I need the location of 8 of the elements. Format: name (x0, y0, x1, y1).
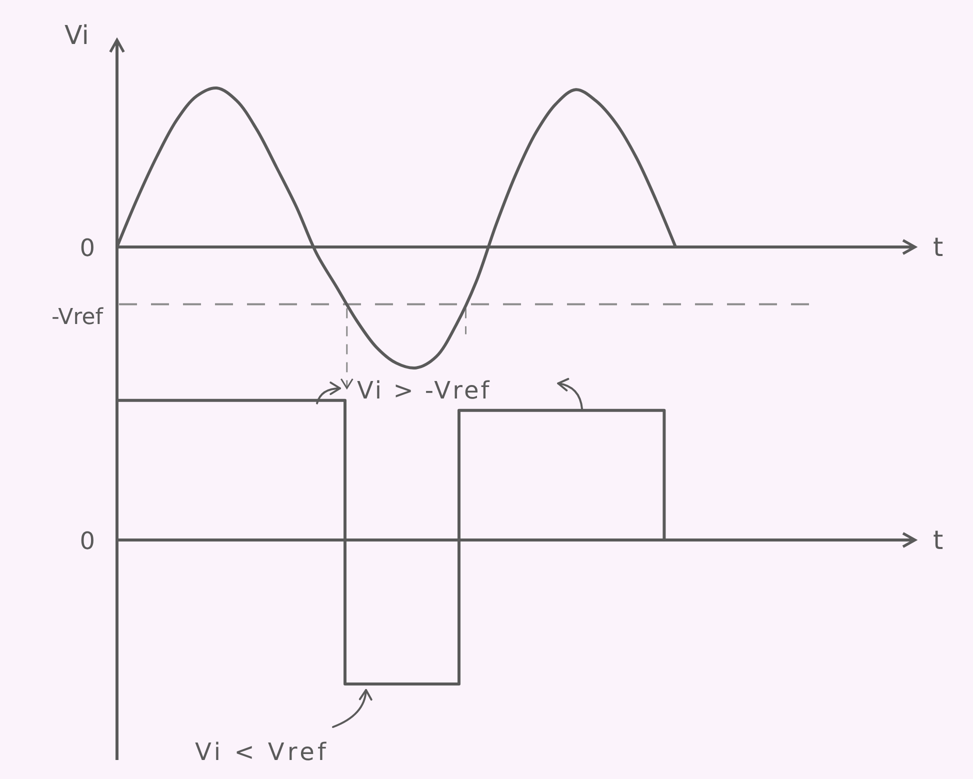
text: 0 (80, 234, 95, 262)
annotation: Vi > -Vref (357, 376, 492, 404)
text: Vi < Vref (195, 738, 329, 766)
x-axis-title: t (933, 233, 944, 263)
ref-line-label: -Vref (51, 305, 104, 330)
text: 0 (80, 527, 95, 555)
x-axis-title: t (933, 526, 944, 556)
y-axis-title: Vi (64, 21, 89, 51)
